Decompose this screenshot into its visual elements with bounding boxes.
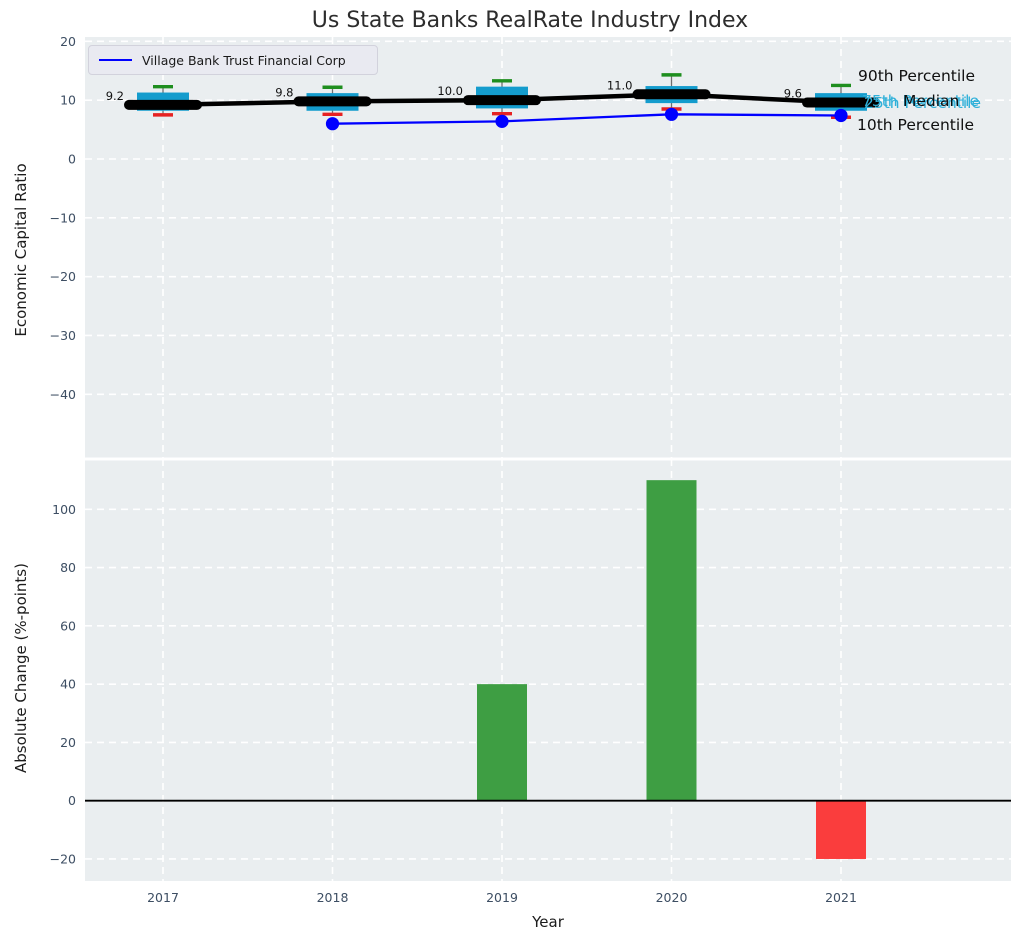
median-value-label: 9.2 — [106, 89, 124, 103]
company-line — [332, 113, 842, 125]
bar-negative — [816, 800, 866, 859]
top-y-tick-label: 10 — [60, 93, 76, 108]
annotation-90th-percentile: 90th Percentile — [858, 67, 976, 85]
median-value-label: 11.0 — [607, 78, 633, 92]
top-y-tick-label: −10 — [50, 210, 76, 225]
bottom-y-tick-label: 80 — [60, 560, 76, 575]
annotation-10th-percentile: 10th Percentile — [857, 116, 975, 134]
annotation-75th-percentile: 75th Percentile — [862, 92, 980, 110]
x-tick-label: 2020 — [656, 890, 688, 905]
bottom-y-tick-label: −20 — [50, 851, 76, 866]
x-tick-label: 2018 — [317, 890, 349, 905]
bottom-y-axis-label: Absolute Change (%-points) — [12, 563, 30, 773]
bottom-y-tick-label: 40 — [60, 677, 76, 692]
top-y-tick-label: −20 — [50, 269, 76, 284]
top-y-tick-label: −30 — [50, 328, 76, 343]
bottom-plot-background — [85, 459, 1011, 881]
company-point — [664, 107, 679, 121]
median-value-label: 9.8 — [275, 85, 293, 99]
company-point — [834, 108, 848, 123]
x-tick-label: 2017 — [147, 890, 179, 905]
x-tick-label: 2019 — [486, 890, 518, 905]
top-y-tick-label: 0 — [68, 152, 76, 167]
legend-line-swatch — [99, 59, 132, 61]
legend-label: Village Bank Trust Financial Corp — [142, 52, 346, 68]
top-y-axis-label: Economic Capital Ratio — [12, 163, 30, 337]
bottom-y-tick-label: 0 — [68, 793, 76, 808]
company-point — [325, 117, 340, 131]
legend: Village Bank Trust Financial Corp — [88, 45, 378, 75]
annotation-median: Median — [903, 92, 960, 110]
annotation-25th-percentile: 25th Percentile — [864, 94, 982, 112]
median-value-label: 10.0 — [437, 84, 463, 98]
x-tick-label: 2021 — [825, 890, 857, 905]
chart-title: Us State Banks RealRate Industry Index — [311, 8, 749, 33]
bottom-y-tick-label: 60 — [60, 618, 76, 633]
bar-positive — [646, 480, 697, 801]
bottom-y-tick-label: 20 — [60, 735, 76, 750]
top-y-tick-label: 20 — [60, 34, 76, 49]
bottom-y-tick-label: 100 — [52, 502, 76, 517]
top-y-tick-label: −40 — [50, 387, 76, 402]
bar-positive — [477, 684, 527, 801]
median-value-label: 9.6 — [784, 87, 802, 101]
x-axis-label: Year — [532, 913, 564, 931]
company-point — [495, 114, 509, 128]
